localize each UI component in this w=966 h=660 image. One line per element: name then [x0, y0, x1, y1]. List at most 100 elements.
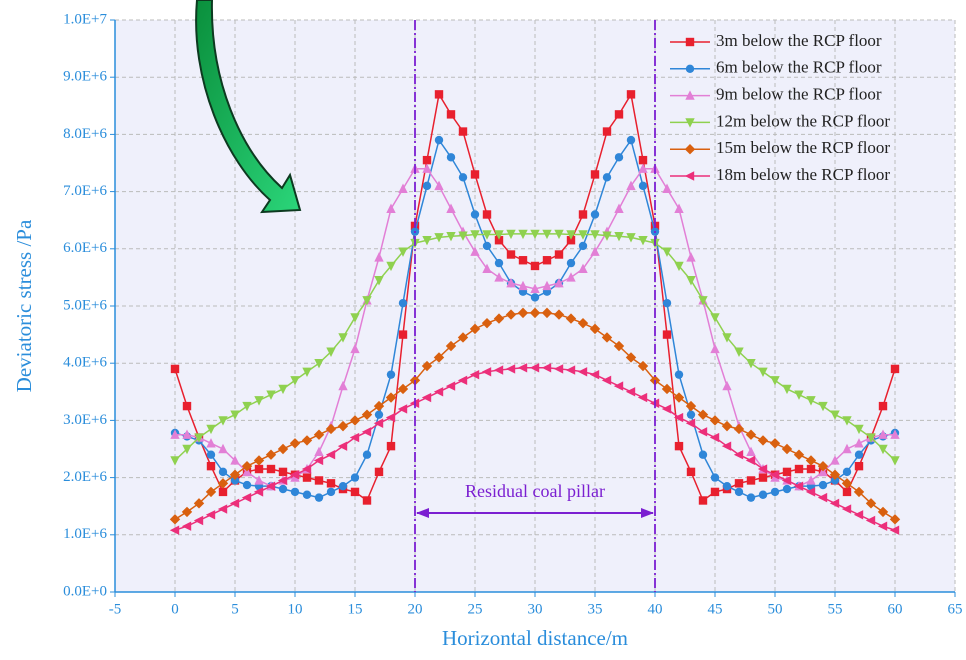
marker — [230, 455, 240, 465]
marker — [733, 423, 745, 435]
marker — [805, 487, 816, 497]
legend-marker — [684, 171, 695, 181]
marker — [385, 392, 397, 403]
marker — [398, 330, 408, 339]
arrow-head — [641, 508, 654, 518]
marker — [422, 236, 432, 246]
marker — [818, 466, 828, 477]
marker — [662, 298, 672, 308]
marker — [218, 416, 228, 426]
marker — [626, 90, 636, 99]
marker — [181, 506, 193, 518]
marker — [325, 450, 336, 460]
x-tick-label: 20 — [408, 601, 423, 617]
marker — [434, 90, 444, 99]
marker — [289, 470, 300, 480]
legend-label: 6m below the RCP floor — [716, 58, 882, 77]
marker — [446, 153, 456, 162]
marker — [182, 429, 192, 439]
marker — [541, 363, 552, 373]
marker — [469, 323, 481, 335]
marker — [878, 444, 888, 455]
marker — [578, 230, 588, 240]
y-tick-label: 1.0E+6 — [63, 526, 107, 542]
marker — [218, 487, 228, 497]
marker — [350, 473, 360, 482]
marker — [769, 438, 781, 449]
marker — [842, 487, 852, 497]
marker — [446, 232, 456, 242]
marker — [673, 392, 685, 403]
marker — [278, 484, 288, 494]
marker — [506, 229, 516, 240]
x-tick-label: 40 — [648, 601, 663, 617]
legend-marker — [685, 90, 695, 100]
marker — [746, 359, 756, 369]
marker — [469, 369, 480, 380]
marker — [806, 475, 816, 485]
marker — [602, 231, 612, 241]
x-tick-label: 0 — [171, 601, 179, 617]
marker — [493, 365, 504, 375]
marker — [734, 479, 744, 488]
marker — [709, 432, 720, 443]
marker — [386, 370, 396, 379]
marker — [770, 487, 780, 497]
x-tick-label: 15 — [348, 601, 363, 617]
marker — [829, 498, 840, 509]
marker — [193, 498, 205, 509]
marker — [853, 486, 865, 498]
marker — [518, 280, 528, 291]
marker — [277, 475, 288, 486]
marker — [374, 467, 384, 477]
marker — [457, 332, 469, 343]
marker — [542, 280, 552, 291]
marker — [770, 376, 780, 386]
legend-marker — [685, 64, 695, 74]
marker — [674, 441, 684, 451]
marker — [865, 515, 876, 526]
marker — [890, 364, 900, 374]
marker — [661, 383, 673, 395]
marker — [181, 521, 192, 531]
marker — [661, 404, 672, 414]
marker — [865, 498, 877, 509]
x-tick-label: 25 — [468, 601, 483, 617]
marker — [361, 427, 372, 437]
marker — [506, 250, 516, 259]
legend-label: 18m below the RCP floor — [716, 165, 890, 184]
marker — [625, 387, 636, 397]
marker — [818, 401, 828, 412]
marker — [338, 380, 348, 391]
marker — [722, 333, 732, 343]
marker — [254, 464, 264, 474]
pointer-arrow — [195, 0, 302, 214]
marker — [313, 455, 324, 466]
marker — [877, 506, 889, 518]
marker — [457, 375, 468, 386]
marker — [817, 460, 829, 472]
marker — [373, 400, 385, 412]
marker — [710, 313, 720, 323]
marker — [458, 127, 468, 136]
marker — [205, 510, 216, 520]
marker — [529, 307, 541, 319]
marker — [506, 277, 516, 288]
marker — [554, 229, 564, 240]
marker — [841, 478, 853, 489]
x-axis-label: Horizontal distance/m — [442, 626, 628, 650]
marker — [326, 347, 336, 357]
marker — [638, 155, 648, 165]
marker — [422, 155, 432, 165]
marker — [302, 473, 312, 482]
y-tick-label: 5.0E+6 — [63, 297, 107, 313]
marker — [602, 173, 612, 182]
marker — [626, 135, 636, 145]
marker — [290, 376, 300, 386]
marker — [673, 412, 684, 423]
marker — [806, 464, 816, 474]
marker — [302, 490, 312, 499]
marker — [266, 390, 276, 400]
marker — [734, 347, 744, 357]
marker — [458, 231, 468, 241]
